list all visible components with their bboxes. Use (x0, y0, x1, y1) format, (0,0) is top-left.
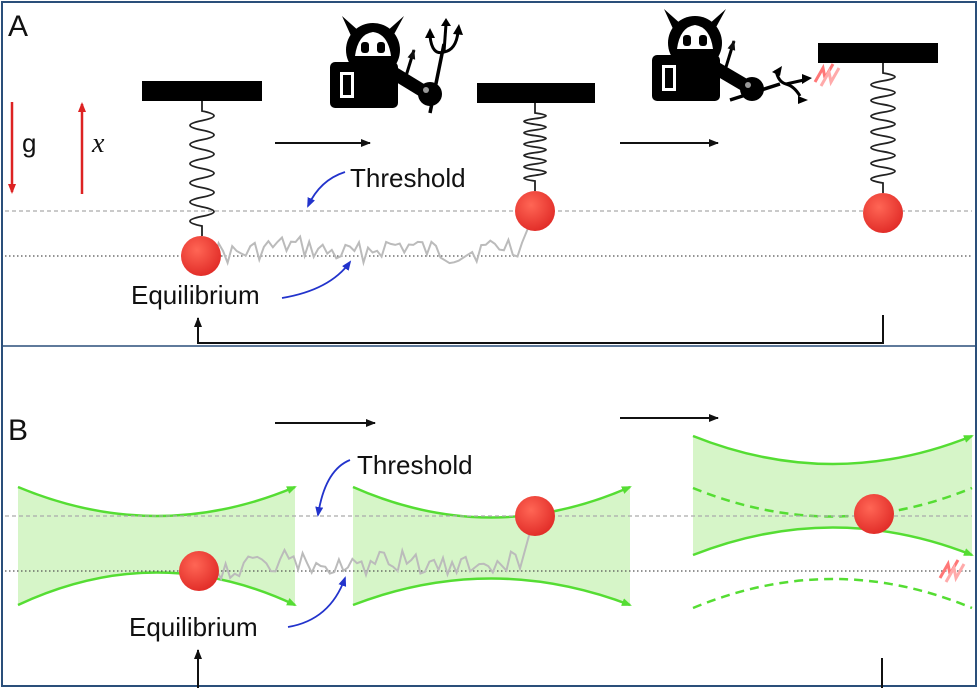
trap-1-upper-edge (17, 485, 297, 518)
spring-support-3 (818, 43, 938, 63)
pitchfork-icon (729, 66, 812, 104)
trap-3-old-lower-dashed (692, 577, 973, 610)
threshold-label-b: Threshold (357, 450, 473, 480)
position-label: x (91, 128, 105, 159)
ball-b-2 (515, 496, 555, 536)
trap-3-lower-edge (692, 526, 974, 557)
ball-b-1 (179, 551, 219, 591)
equilibrium-callout-arrow-b (287, 576, 347, 628)
trap-1-lower-edge (17, 571, 297, 607)
threshold-label-a: Threshold (350, 163, 466, 193)
ball-a-3 (863, 193, 903, 233)
panel-a-letter: A (8, 10, 28, 43)
panel-b-letter: B (8, 414, 28, 447)
demon-icon (652, 9, 764, 101)
spring-2 (523, 103, 547, 191)
trajectory-a (204, 215, 534, 267)
trap-2-upper-edge (352, 485, 632, 519)
threshold-callout-arrow-a (307, 171, 346, 208)
panel-b: B Threshold Equilibr (5, 414, 974, 688)
heat-spark-icon (813, 63, 841, 87)
gravity-label: g (22, 128, 36, 158)
spring-support-2 (477, 83, 595, 103)
ball-a-2 (515, 191, 555, 231)
equilibrium-label-b: Equilibrium (129, 612, 258, 642)
spring-3 (870, 63, 896, 193)
spring-1 (189, 101, 215, 236)
panel-a: A g x Threshold Equilibrium (5, 9, 972, 344)
trap-region-2 (353, 487, 630, 605)
ball-b-3 (854, 494, 894, 534)
pitchfork-icon (425, 18, 463, 114)
trap-2-lower-edge (352, 577, 632, 607)
trap-3-upper-edge (692, 434, 974, 466)
ball-a-1 (181, 236, 221, 276)
demon-icon (330, 16, 442, 108)
trap-region-3 (693, 436, 972, 555)
heat-spark-icon (938, 559, 966, 583)
spring-support-1 (142, 81, 262, 101)
trajectory-b (202, 520, 534, 582)
equilibrium-label-a: Equilibrium (131, 280, 260, 310)
feedback-loop-a (194, 315, 884, 344)
equilibrium-callout-arrow-a (281, 260, 352, 299)
threshold-callout-arrow-b (315, 459, 351, 517)
